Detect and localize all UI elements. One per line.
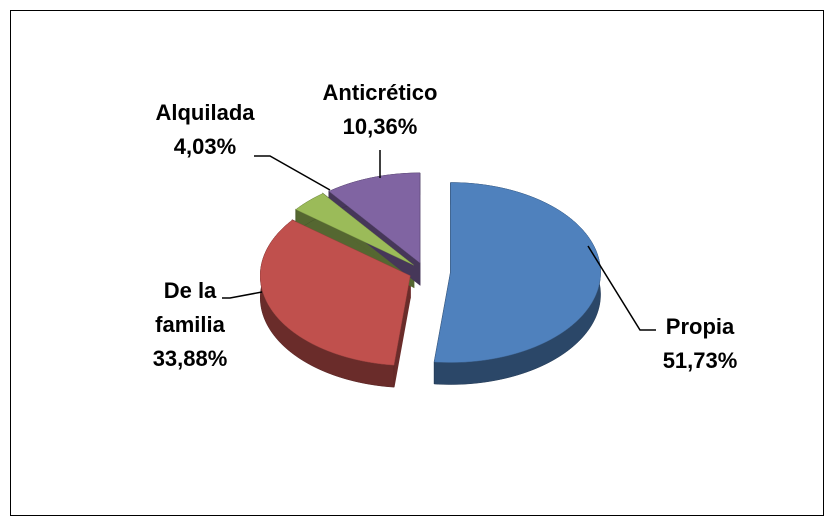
label-propia: Propia 51,73% bbox=[663, 310, 738, 378]
value-label: 10,36% bbox=[342, 114, 418, 139]
value-label: 33,88% bbox=[152, 346, 228, 371]
label-anticretico: Anticrético 10,36% bbox=[323, 76, 438, 144]
leader-lines bbox=[222, 150, 656, 331]
label-alquilada: Alquilada 4,03% bbox=[155, 96, 254, 164]
label-familia: De la familia 33,88% bbox=[135, 274, 245, 376]
pie-tops bbox=[260, 172, 601, 366]
value-label: 51,73% bbox=[662, 348, 738, 373]
leader-line bbox=[587, 245, 656, 331]
pie-slice bbox=[328, 172, 421, 264]
value-label: 4,03% bbox=[173, 134, 237, 159]
leader-line bbox=[222, 291, 263, 299]
category-label: Anticrético bbox=[322, 80, 438, 105]
pie-slice bbox=[260, 219, 411, 366]
category-label: Propia bbox=[665, 314, 735, 339]
pie-slice bbox=[295, 193, 414, 266]
category-label: Alquilada bbox=[155, 100, 255, 125]
category-label: De la familia bbox=[155, 278, 225, 337]
pie-slice bbox=[433, 182, 601, 363]
leader-line bbox=[254, 155, 331, 191]
